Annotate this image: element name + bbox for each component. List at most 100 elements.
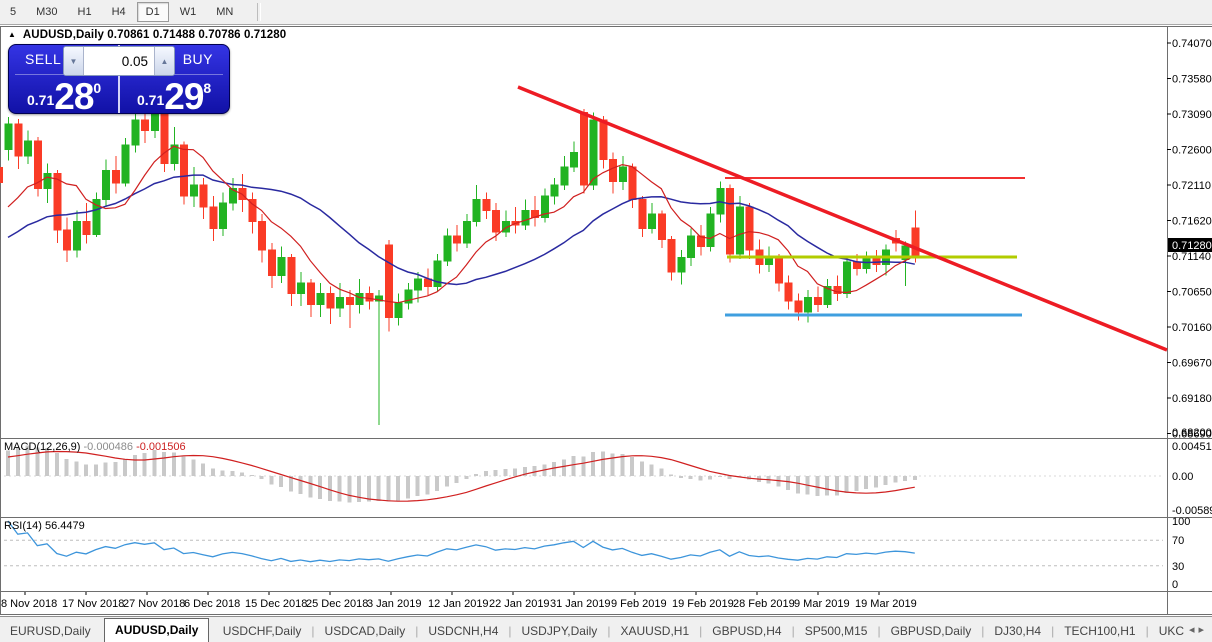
bull-candle [843,261,851,295]
volume-increase-button[interactable]: ▲ [154,47,174,75]
macd-bar [493,470,498,476]
macd-bar [386,476,391,502]
macd-bar [240,472,244,476]
volume-decrease-button[interactable]: ▼ [64,47,84,75]
chart-tab-xauusd[interactable]: XAUUSD,H1 [620,624,690,638]
bull-candle [618,166,627,182]
tab-divider: | [508,624,512,638]
macd-axis-label: -0.005899 [1172,505,1212,517]
macd-bar [318,476,322,500]
macd-bar [444,476,449,487]
bull-candle [648,213,656,230]
slow-ma-line [7,174,915,286]
chart-tab-usdcad[interactable]: USDCAD,Daily [324,624,406,638]
date-axis-label: 28 Feb 2019 [733,598,795,610]
chart-tab-eurusd[interactable]: EURUSD,Daily [10,624,91,638]
macd-bar [561,459,566,476]
macd-bar [25,445,30,476]
tab-scroll-left-icon[interactable]: ◂ [1188,624,1199,636]
bear-candle [82,220,91,235]
chart-tab-usdcnh[interactable]: USDCNH,H4 [428,624,499,638]
volume-input[interactable]: 0.05 [121,53,148,69]
bear-candle [657,213,666,240]
bear-candle [248,199,257,222]
timeframe-button-d1[interactable]: D1 [136,2,169,22]
bear-candle [628,166,637,201]
clipped-edge-candle [0,167,3,183]
bull-candle [414,278,422,291]
bear-candle [579,112,588,186]
macd-bar [532,466,537,476]
timeframe-button-m30[interactable]: M30 [36,6,58,18]
chart-tab-usdjpy[interactable]: USDJPY,Daily [521,624,598,638]
macd-bar [74,461,79,476]
bull-candle [24,140,32,157]
timeframe-button-5[interactable]: 5 [10,6,17,18]
date-axis-label: 3 Jan 2019 [367,598,421,610]
chart-tab-sp500[interactable]: SP500,M15 [804,624,868,638]
chart-tab-gbpusd[interactable]: GBPUSD,Daily [890,624,972,638]
chart-tab-gbpusd[interactable]: GBPUSD,H4 [712,624,782,638]
bear-candle [63,229,71,251]
chart-tab-tech100[interactable]: TECH100,H1 [1064,624,1136,638]
tab-scroll-right-icon[interactable]: ▸ [1198,624,1208,636]
macd-bar [269,476,274,485]
rsi-axis-label: 70 [1172,535,1184,547]
tab-divider: | [415,624,419,638]
bull-candle [43,172,52,190]
symbol-title: AUDUSD,Daily [22,29,104,41]
price-axis: 0.74070 0.73580 0.73090 0.72600 0.72110 0.716… [1167,38,1212,441]
ohlc-values: 0.70861 0.71488 0.70786 0.71280 [107,29,287,41]
tab-scroll-arrows[interactable]: ◂▸ [1189,623,1208,636]
bull-candle [394,302,403,319]
macd-bar [659,468,664,476]
sell-button[interactable]: SELL [25,51,62,67]
date-axis-label: 27 Nov 2018 [123,598,185,610]
bull-candle [735,206,744,255]
bull-candle [170,144,179,164]
bear-candle [423,278,432,287]
bear-candle [141,119,149,132]
timeframe-button-h1[interactable]: H1 [77,6,92,18]
sell-price[interactable]: 0.71280 [27,76,101,118]
timeframe-button-w1[interactable]: W1 [179,6,197,18]
price-axis-label: 0.74070 [1172,38,1212,50]
tab-divider: | [607,624,611,638]
bull-candle [102,170,110,201]
price-axis-label: 0.69180 [1172,393,1212,405]
tab-divider: | [1145,624,1149,638]
buy-price[interactable]: 0.71298 [137,76,211,118]
descending-trendline[interactable] [517,85,1168,352]
macd-indicator-label: MACD(12,26,9) -0.000486 -0.001506 [4,441,186,453]
macd-bar [883,476,888,486]
chart-tab-audusd[interactable]: AUDUSD,Daily [104,618,210,642]
bull-candle [472,199,481,222]
timeframe-button-h4[interactable]: H4 [111,6,126,18]
date-axis-label: 12 Jan 2019 [428,598,489,610]
tab-divider: | [699,624,703,638]
macd-bar [873,476,878,488]
macd-bar [708,476,712,480]
price-axis-label: 0.73580 [1172,74,1212,86]
one-click-panel-expander-icon[interactable]: ▲ [8,30,17,39]
macd-axis-label: 0.00 [1172,471,1193,483]
macd-bar [425,476,430,495]
macd-bar [337,476,342,502]
macd-bar [571,456,576,476]
bear-candle [14,123,23,157]
buy-button[interactable]: BUY [182,51,213,67]
price-axis-label: 0.68690 [1172,429,1212,441]
macd-bar [171,452,176,476]
chart-tab-ukc[interactable]: UKC [1158,624,1185,638]
chart-tab-dj30[interactable]: DJ30,H4 [994,624,1042,638]
macd-bar [522,466,527,476]
macd-bar [435,476,439,492]
bear-candle [345,296,354,306]
bear-candle [696,235,705,248]
macd-bar [717,476,722,477]
timeframe-button-mn[interactable]: MN [216,6,234,18]
macd-bar [834,476,839,496]
chart-tab-usdchf[interactable]: USDCHF,Daily [222,624,302,638]
